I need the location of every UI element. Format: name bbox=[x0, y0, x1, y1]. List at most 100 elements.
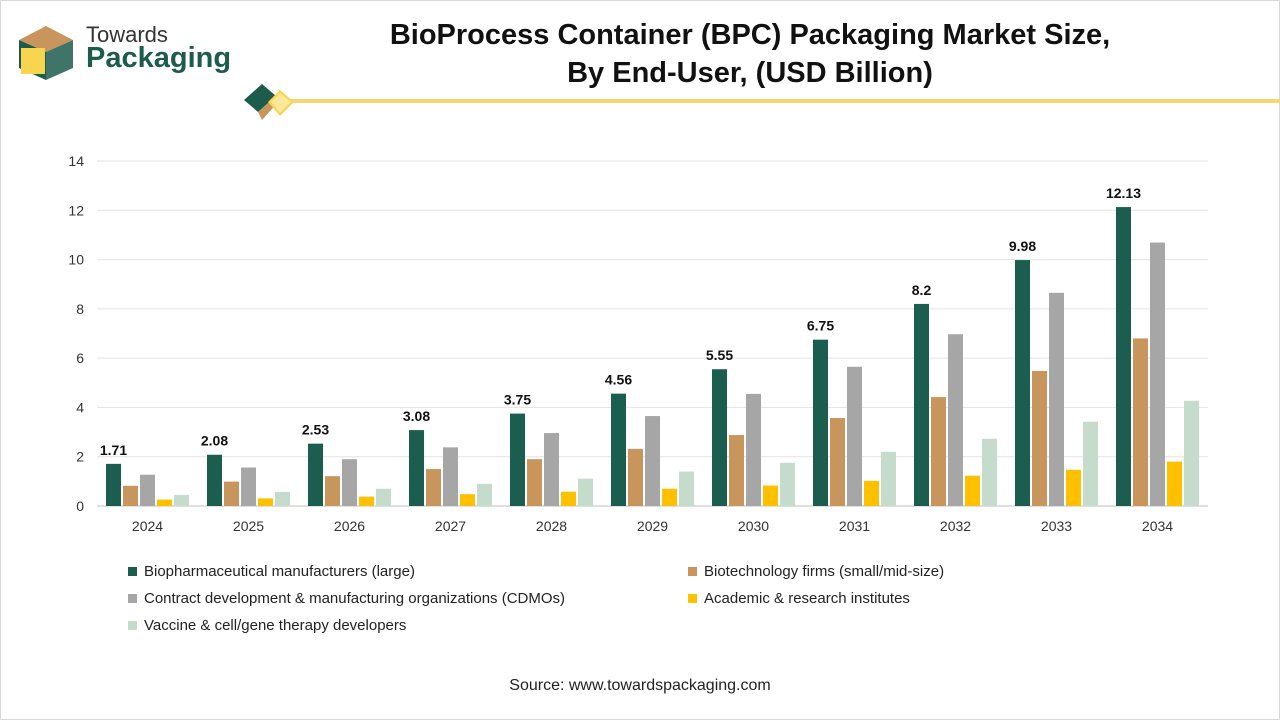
legend-item-biopharmaceutical: Biopharmaceutical manufacturers (large) bbox=[128, 563, 415, 580]
bar bbox=[123, 485, 138, 506]
bar bbox=[628, 448, 643, 506]
x-tick-label: 2028 bbox=[536, 518, 567, 534]
bar bbox=[645, 416, 660, 506]
y-tick-label: 0 bbox=[76, 498, 84, 514]
bar bbox=[611, 393, 626, 506]
bar bbox=[1015, 260, 1030, 506]
data-label: 6.75 bbox=[807, 318, 834, 334]
y-tick-label: 12 bbox=[68, 202, 84, 218]
bar bbox=[813, 339, 828, 506]
bar bbox=[426, 469, 441, 506]
bar bbox=[729, 435, 744, 506]
y-tick-label: 10 bbox=[68, 252, 84, 268]
x-tick-label: 2024 bbox=[132, 518, 163, 534]
data-label: 12.13 bbox=[1106, 185, 1141, 201]
logo-box-icon bbox=[19, 26, 73, 80]
legend-item-vaccine: Vaccine & cell/gene therapy developers bbox=[128, 617, 406, 634]
chart-title-line2: By End-User, (USD Billion) bbox=[567, 57, 933, 89]
legend-label: Biopharmaceutical manufacturers (large) bbox=[144, 563, 415, 580]
y-tick-label: 4 bbox=[76, 399, 84, 415]
bar bbox=[308, 443, 323, 506]
logo-text-packaging: Packaging bbox=[86, 42, 232, 74]
logo-text-towards: Towards bbox=[86, 22, 168, 47]
bar bbox=[174, 494, 189, 506]
data-label: 4.56 bbox=[605, 372, 632, 388]
y-tick-label: 8 bbox=[76, 301, 84, 317]
bar bbox=[881, 451, 896, 506]
bar bbox=[780, 462, 795, 506]
x-tick-label: 2026 bbox=[334, 518, 365, 534]
x-tick-label: 2027 bbox=[435, 518, 466, 534]
bar bbox=[544, 433, 559, 506]
data-label: 2.08 bbox=[201, 433, 228, 449]
bar bbox=[864, 480, 879, 506]
bar bbox=[931, 397, 946, 506]
bar bbox=[763, 485, 778, 506]
legend-item-biotechnology: Biotechnology firms (small/mid-size) bbox=[688, 563, 944, 580]
bar-chart: 0 2 4 6 8 10 12 14 1.71 2024 2.08 2025 2.53 2026 3.08 2… bbox=[68, 153, 1208, 534]
data-label: 5.55 bbox=[706, 347, 733, 363]
bar bbox=[106, 463, 121, 506]
bar bbox=[258, 498, 273, 506]
legend-label: Contract development & manufacturing org… bbox=[144, 590, 566, 607]
data-label: 3.75 bbox=[504, 392, 531, 408]
legend-swatch bbox=[688, 594, 697, 603]
y-tick-label: 14 bbox=[68, 153, 84, 169]
bar bbox=[1049, 292, 1064, 506]
x-tick-label: 2032 bbox=[940, 518, 971, 534]
y-tick-label: 2 bbox=[76, 449, 84, 465]
x-tick-label: 2034 bbox=[1142, 518, 1173, 534]
bar bbox=[477, 483, 492, 506]
bar bbox=[561, 491, 576, 506]
data-label: 9.98 bbox=[1009, 238, 1036, 254]
y-tick-label: 6 bbox=[76, 350, 84, 366]
bar bbox=[1116, 207, 1131, 506]
x-tick-label: 2029 bbox=[637, 518, 668, 534]
legend-swatch bbox=[688, 567, 697, 576]
data-label: 3.08 bbox=[403, 408, 430, 424]
bar bbox=[224, 481, 239, 506]
bar bbox=[527, 459, 542, 506]
bar bbox=[157, 499, 172, 506]
bar bbox=[965, 475, 980, 506]
bar bbox=[982, 438, 997, 506]
x-tick-label: 2033 bbox=[1041, 518, 1072, 534]
bar bbox=[1083, 421, 1098, 506]
bar bbox=[510, 413, 525, 506]
bar bbox=[679, 471, 694, 506]
bar bbox=[712, 369, 727, 506]
bar bbox=[1133, 338, 1148, 506]
data-label: 8.2 bbox=[912, 282, 932, 298]
bar bbox=[207, 454, 222, 506]
bar bbox=[1066, 469, 1081, 506]
x-tick-label: 2031 bbox=[839, 518, 870, 534]
bar bbox=[662, 488, 677, 506]
legend-item-cdmos: Contract development & manufacturing org… bbox=[128, 590, 565, 607]
title-underline bbox=[290, 99, 1280, 103]
bar bbox=[1150, 242, 1165, 506]
bar bbox=[746, 393, 761, 506]
bar bbox=[1167, 461, 1182, 506]
source-note: Source: www.towardspackaging.com bbox=[509, 677, 771, 694]
bar bbox=[914, 303, 929, 506]
bar bbox=[359, 496, 374, 506]
bar bbox=[1184, 400, 1199, 506]
legend-item-academic: Academic & research institutes bbox=[688, 590, 910, 607]
chart-title: BioProcess Container (BPC) Packaging Mar… bbox=[300, 16, 1200, 92]
diamond-decoration-icon bbox=[244, 84, 294, 120]
bar bbox=[241, 467, 256, 506]
legend-swatch bbox=[128, 594, 137, 603]
bar bbox=[376, 488, 391, 506]
bar bbox=[948, 334, 963, 506]
bar bbox=[578, 478, 593, 506]
legend-swatch bbox=[128, 567, 137, 576]
bar bbox=[325, 476, 340, 506]
x-tick-label: 2025 bbox=[233, 518, 264, 534]
bar bbox=[140, 474, 155, 506]
bar bbox=[460, 494, 475, 506]
legend-label: Biotechnology firms (small/mid-size) bbox=[704, 563, 945, 580]
chart-title-line1: BioProcess Container (BPC) Packaging Mar… bbox=[389, 19, 1111, 51]
legend-label: Vaccine & cell/gene therapy developers bbox=[144, 617, 407, 634]
data-label: 1.71 bbox=[100, 442, 127, 458]
legend-swatch bbox=[128, 621, 137, 630]
